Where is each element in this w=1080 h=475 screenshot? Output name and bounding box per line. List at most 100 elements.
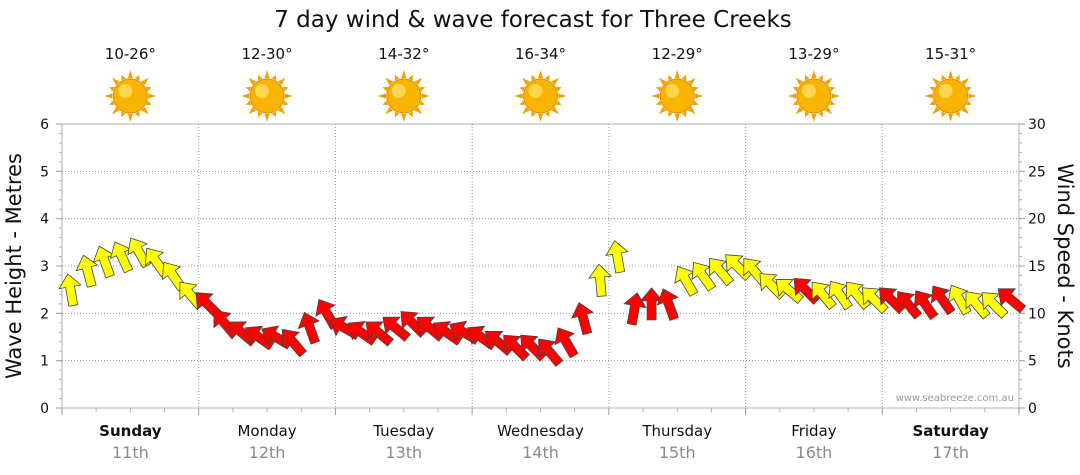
sun-ray [284, 93, 294, 99]
sun-ray [932, 77, 940, 86]
sun-ray [245, 100, 252, 106]
sun-ray [127, 70, 133, 79]
sun-ray [121, 74, 126, 81]
sun-ray [695, 93, 704, 99]
sun-disc [659, 78, 695, 114]
left-tick-label: 1 [40, 354, 49, 370]
left-tick-label: 0 [40, 401, 49, 417]
day-date: 15th [659, 443, 696, 462]
right-tick-label: 5 [1028, 354, 1037, 370]
sun-ray [658, 106, 667, 115]
wind-arrow [365, 321, 394, 347]
wind-arrow [127, 237, 152, 269]
sun-icon [651, 70, 704, 122]
wind-arrow [554, 327, 579, 359]
weather-icon-row [104, 70, 977, 122]
sun-ray [401, 70, 407, 79]
sun-ray [941, 74, 947, 81]
wind-arrow [775, 278, 805, 304]
sun-ray [282, 100, 289, 106]
wind-arrow [913, 290, 939, 321]
wind-arrow [656, 288, 679, 321]
left-tick-label: 6 [40, 117, 49, 133]
day-name: Saturday [912, 422, 989, 440]
wind-arrow [709, 257, 735, 287]
wind-arrow [588, 263, 612, 297]
sun-ray [688, 77, 696, 86]
wind-arrow [861, 287, 889, 315]
sun-highlight [255, 84, 270, 98]
sun-ray [414, 106, 423, 115]
left-tick-label: 4 [40, 212, 49, 228]
wind-arrow [347, 321, 378, 346]
sun-ray [674, 113, 680, 122]
credit-text: www.seabreeze.com.au [896, 393, 1014, 404]
sun-ray [545, 111, 550, 118]
sun-ray [681, 74, 687, 81]
sun-ray [961, 77, 970, 86]
sun-ray [277, 77, 286, 86]
sun-ray [538, 113, 543, 122]
sun-ray [104, 93, 113, 99]
sun-ray [811, 70, 817, 79]
sun-ray [257, 74, 263, 81]
sun-ray [109, 86, 115, 92]
wind-arrow [503, 334, 530, 362]
wind-arrow [297, 311, 321, 345]
temperature-label: 16-34° [515, 45, 566, 63]
sun-ray [818, 74, 824, 81]
wind-arrow [930, 285, 956, 316]
sun-icon [104, 70, 157, 122]
day-date: 17th [932, 443, 969, 462]
temperature-label: 13-29° [788, 45, 839, 63]
right-tick-label: 15 [1028, 259, 1046, 275]
sun-ray [955, 74, 960, 81]
sun-ray [551, 77, 559, 86]
wind-arrow [58, 273, 82, 307]
sun-ray [538, 70, 543, 79]
sun-icon [241, 70, 294, 122]
temperature-label: 10-26° [105, 45, 156, 63]
wind-arrow [382, 316, 411, 342]
sun-disc [796, 78, 832, 114]
sun-ray [134, 74, 140, 81]
wind-arrow [897, 291, 923, 320]
sun-ray [522, 106, 530, 115]
sun-ray [804, 111, 810, 118]
sun-disc [933, 78, 969, 114]
sun-ray [795, 77, 804, 86]
day-name: Friday [791, 422, 837, 440]
wind-arrow [75, 254, 99, 288]
sun-ray [668, 111, 673, 118]
sun-ray [787, 93, 797, 99]
sun-ray [831, 93, 840, 99]
sun-ray [414, 77, 423, 86]
sun-ray [941, 111, 947, 118]
day-date: 14th [522, 443, 559, 462]
sun-ray [421, 93, 430, 99]
sun-ray [264, 70, 270, 79]
sun-ray [385, 106, 393, 115]
sun-ray [795, 106, 804, 115]
sun-ray [145, 86, 152, 92]
sun-ray [377, 93, 386, 99]
sun-ray [804, 74, 810, 81]
right-tick-label: 10 [1028, 306, 1046, 322]
left-axis-ticks: 0 1 2 3 4 5 6 [40, 117, 62, 417]
sun-ray [271, 111, 277, 118]
sun-ray [401, 113, 407, 122]
wind-arrow [605, 240, 629, 274]
temperature-label: 15-31° [925, 45, 976, 63]
wind-arrow [538, 338, 564, 367]
sun-icon [377, 70, 430, 122]
sun-ray [121, 111, 126, 118]
sun-ray [257, 111, 263, 118]
sun-ray [394, 111, 400, 118]
sun-ray [408, 111, 413, 118]
temperature-row: 10-26° 12-30° 14-32° 16-34° 12-29° 13-29° 15-3… [105, 45, 976, 63]
sun-ray [924, 93, 933, 99]
sun-ray [245, 86, 252, 92]
sun-ray [948, 113, 954, 122]
